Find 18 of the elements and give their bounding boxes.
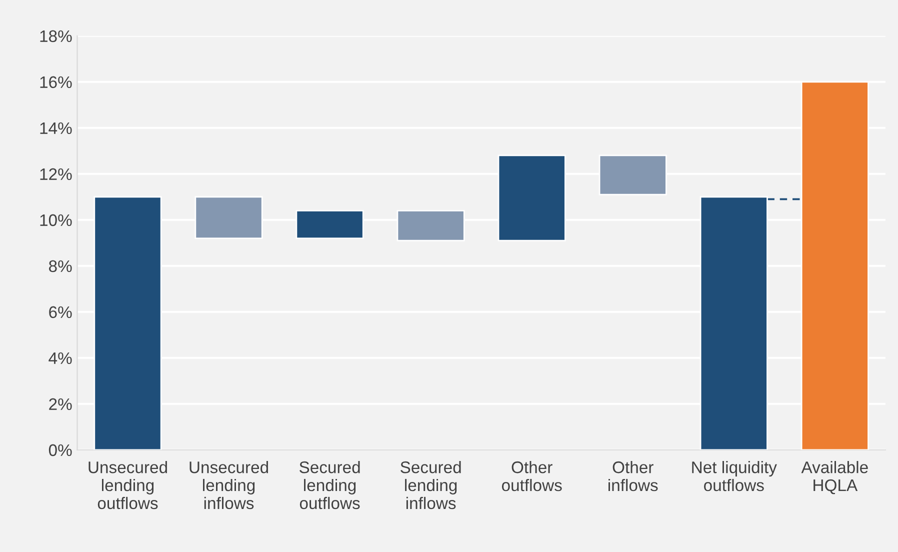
- y-tick-label: 6%: [49, 306, 72, 318]
- y-tick-label: 4%: [48, 352, 72, 364]
- y-tick-label: 18%: [40, 30, 72, 42]
- y-tick-label: 12%: [40, 168, 72, 180]
- x-tick-label: Other outflows: [502, 460, 562, 492]
- y-tick-label: 8%: [49, 260, 72, 272]
- x-tick-label: Available HQLA: [801, 460, 868, 494]
- y-tick-label: 14%: [40, 122, 72, 134]
- y-tick-label: 2%: [49, 398, 72, 410]
- y-tick-label: 16%: [40, 76, 72, 88]
- x-tick-label: Unsecured lending outflows: [88, 460, 167, 510]
- x-tick-label: Secured lending inflows: [400, 460, 461, 510]
- x-tick-label: Net liquidity outflows: [692, 460, 777, 492]
- y-tick-label: 0%: [48, 444, 72, 456]
- x-tick-label: Unsecured lending inflows: [190, 460, 268, 510]
- x-tick-label: Secured lending outflows: [300, 460, 360, 510]
- x-tick-label: Other inflows: [608, 460, 658, 492]
- y-tick-label: 10%: [40, 214, 72, 226]
